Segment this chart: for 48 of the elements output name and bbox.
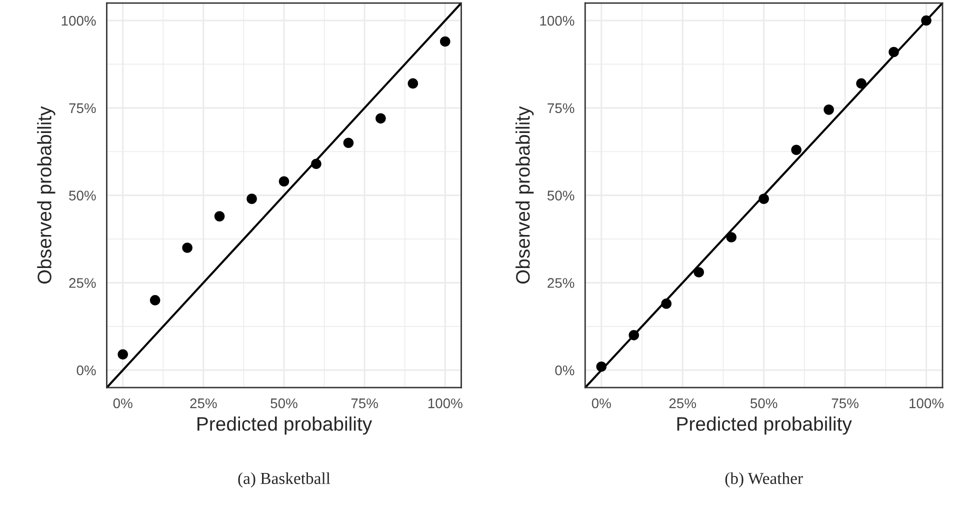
x-axis-title: Predicted probability [677, 416, 852, 435]
text: (b) Weather [725, 472, 803, 488]
text: (a) Basketball [238, 472, 330, 488]
x-axis-title: Predicted probability [198, 416, 372, 435]
x-tick-label: 50% [270, 398, 298, 408]
x-tick-label: 25% [669, 398, 696, 408]
y-axis-title: Observed probability [516, 106, 534, 284]
x-tick-label: 50% [750, 398, 778, 408]
point [628, 330, 640, 340]
point [214, 211, 225, 222]
point [694, 267, 704, 278]
point [921, 15, 932, 26]
x-tick-label: 0% [113, 398, 132, 408]
y-tick-label: 50% [69, 190, 96, 200]
y-axis-title: Observed probability [37, 106, 56, 284]
y-tick-label: 75% [548, 103, 574, 114]
point [661, 298, 672, 309]
y-tick-label: 25% [69, 278, 96, 288]
x-tick-label: 0% [592, 398, 611, 408]
point [376, 113, 386, 124]
x-tick-label: 100% [428, 398, 462, 408]
point [726, 232, 736, 242]
y-tick-label: 100% [540, 16, 574, 26]
point [343, 138, 354, 148]
y-tick-label: 50% [547, 190, 574, 200]
point [856, 78, 866, 89]
point [791, 144, 802, 156]
point [278, 176, 290, 186]
point [888, 46, 899, 58]
x-tick-label: 25% [190, 398, 217, 408]
point [150, 295, 160, 306]
y-tick-label: 100% [62, 16, 96, 26]
point [246, 194, 257, 204]
y-tick-label: 75% [69, 103, 96, 114]
y-tick-label: 0% [76, 365, 96, 376]
point [824, 104, 834, 115]
y-tick-label: 25% [548, 278, 574, 288]
point [118, 349, 128, 360]
point [758, 194, 769, 204]
x-tick-label: 100% [910, 398, 944, 408]
y-tick-label: 0% [555, 365, 574, 376]
point [408, 78, 418, 89]
point [440, 36, 450, 47]
x-tick-label: 75% [351, 398, 378, 408]
point [311, 158, 322, 170]
point [182, 242, 192, 253]
point [596, 361, 607, 372]
x-tick-label: 75% [832, 398, 858, 408]
